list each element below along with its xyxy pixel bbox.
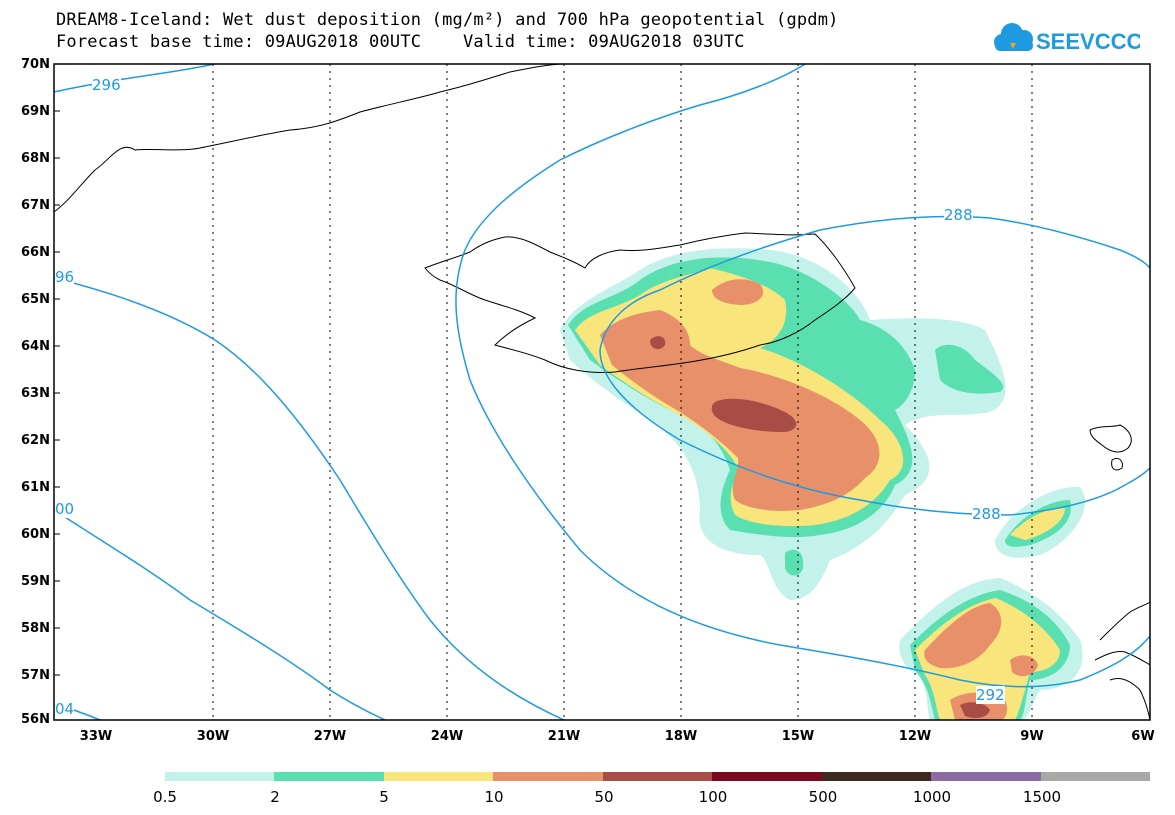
colorbar-label: 0.5 xyxy=(153,788,177,806)
colorbar-label: 50 xyxy=(594,788,614,806)
map-subtitle: Forecast base time: 09AUG2018 00UTC Vali… xyxy=(56,32,745,52)
cloud-logo-icon xyxy=(994,23,1033,51)
colorbar-swatch xyxy=(383,772,494,781)
map-title: DREAM8-Iceland: Wet dust deposition (mg/… xyxy=(56,10,839,30)
colorbar-label: 100 xyxy=(698,788,728,806)
contour-label-04: 04 xyxy=(55,700,75,718)
greenland-coast xyxy=(54,64,566,213)
scotland-coast xyxy=(1094,601,1150,720)
lat-label: 59N xyxy=(21,574,50,589)
logo-text: SEEVCCC xyxy=(1036,29,1140,54)
colorbar-swatch xyxy=(712,772,822,781)
dust-level-5-west xyxy=(650,336,666,350)
dust-level-4-patch xyxy=(1010,655,1038,677)
contour-label-292: 292 xyxy=(976,686,1005,704)
colorbar-label: 1000 xyxy=(912,788,952,806)
contour-288 xyxy=(599,215,1150,351)
colorbar-swatch xyxy=(602,772,713,781)
lon-label: 9W xyxy=(1020,729,1044,744)
colorbar-swatch xyxy=(493,772,603,781)
lat-label: 65N xyxy=(21,292,50,307)
lon-label: 30W xyxy=(196,729,230,744)
contour-label-288-north: 288 xyxy=(944,206,973,224)
dust-level-2-east xyxy=(935,344,1004,394)
colorbar-swatch xyxy=(821,772,932,781)
dust-level-2-small xyxy=(785,549,804,576)
colorbar-label: 1500 xyxy=(1022,788,1062,806)
lon-label: 6W xyxy=(1131,729,1155,744)
lat-label: 67N xyxy=(21,198,50,213)
lon-label: 15W xyxy=(781,729,815,744)
contour-label-96: 96 xyxy=(55,268,75,286)
contour-label-288-south: 288 xyxy=(972,505,1001,523)
lat-label: 69N xyxy=(21,104,50,119)
dust-level-5-south xyxy=(960,702,990,718)
lon-label: 21W xyxy=(547,729,581,744)
lon-label: 33W xyxy=(79,729,113,744)
contour-label-296: 296 xyxy=(92,76,121,94)
lat-label: 60N xyxy=(21,527,50,542)
lat-label: 66N xyxy=(21,245,50,260)
seevccc-logo: SEEVCCC xyxy=(994,23,1140,54)
colorbar-swatch xyxy=(165,772,275,781)
colorbar-swatch xyxy=(274,772,384,781)
contour-296-north xyxy=(54,64,216,93)
graticule xyxy=(212,64,1033,720)
lat-label: 64N xyxy=(21,339,50,354)
lat-label: 61N xyxy=(21,480,50,495)
colorbar-label: 500 xyxy=(808,788,838,806)
map-frame xyxy=(53,63,1151,721)
lat-label: 57N xyxy=(21,668,50,683)
lon-label: 18W xyxy=(664,729,698,744)
contour-300 xyxy=(54,509,386,720)
contour-296-west xyxy=(54,277,565,720)
faroe-islands xyxy=(1089,424,1132,471)
colorbar-label: 5 xyxy=(379,788,389,806)
lat-label: 68N xyxy=(21,151,50,166)
dust-level-5 xyxy=(711,398,797,432)
lat-label: 62N xyxy=(21,433,50,448)
lat-label: 70N xyxy=(21,57,50,72)
colorbar xyxy=(165,772,1150,781)
lat-label: 58N xyxy=(21,621,50,636)
coastlines xyxy=(54,64,1150,720)
lon-label: 27W xyxy=(313,729,347,744)
lat-label: 63N xyxy=(21,386,50,401)
contour-label-00: 00 xyxy=(55,500,75,518)
dust-level-4-south xyxy=(924,603,1002,669)
lon-label: 12W xyxy=(898,729,932,744)
colorbar-label: 2 xyxy=(270,788,280,806)
colorbar-swatch xyxy=(1040,772,1150,781)
dust-level-4-north xyxy=(712,279,764,305)
lon-label: 24W xyxy=(430,729,464,744)
dust-level-3-east xyxy=(1010,507,1065,540)
contour-288-south xyxy=(599,349,1150,516)
dust-deposition-field xyxy=(560,248,1086,720)
axis-ticks xyxy=(54,110,60,676)
contour-iceland-low xyxy=(455,64,1150,688)
lat-label: 56N xyxy=(21,712,50,727)
colorbar-swatch xyxy=(931,772,1041,781)
iceland-coast xyxy=(424,232,856,373)
colorbar-label: 10 xyxy=(484,788,504,806)
geopotential-contours xyxy=(54,64,1150,720)
